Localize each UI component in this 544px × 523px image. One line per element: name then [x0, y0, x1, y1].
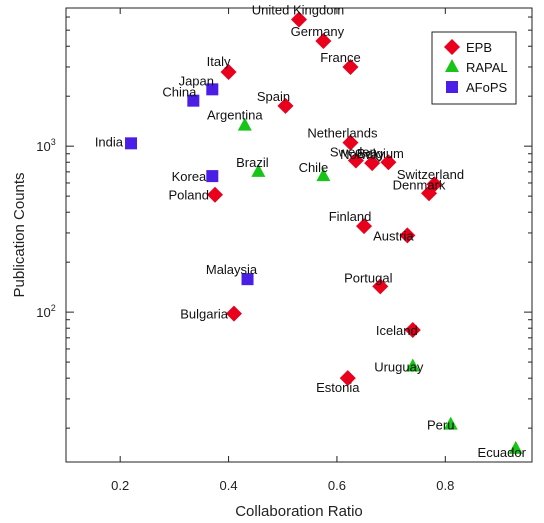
- legend-marker-rapal: [445, 59, 459, 72]
- legend-label-afops: AFoPS: [466, 80, 508, 95]
- point-spain: [277, 97, 294, 114]
- point-germany: [315, 33, 332, 50]
- x-tick-label-0: 0.2: [111, 478, 129, 493]
- legend-marker-afops: [446, 81, 458, 93]
- point-uruguay: [405, 358, 420, 372]
- label-denmark: Denmark: [393, 177, 446, 192]
- point-belgium: [380, 154, 397, 171]
- point-portugal: [372, 278, 389, 295]
- label-china: China: [162, 85, 197, 100]
- label-sweden: Sweden: [330, 144, 377, 159]
- y-axis-title: Publication Counts: [11, 172, 28, 297]
- legend: EPB RAPAL AFoPS: [431, 31, 517, 105]
- label-united-kingdom: United Kingdom: [252, 2, 345, 17]
- label-uruguay: Uruguay: [374, 360, 424, 375]
- x-tick-label-1: 0.4: [220, 478, 238, 493]
- x-axis-title: Collaboration Ratio: [235, 503, 363, 520]
- y-tick-exponent-0: 2: [51, 303, 56, 313]
- axis-ticks: 0.2 0.4 0.6 0.8 102 103: [36, 8, 532, 493]
- label-spain: Spain: [257, 89, 290, 104]
- label-poland: Poland: [169, 188, 209, 203]
- point-netherlands: [342, 134, 359, 151]
- label-portugal: Portugal: [344, 270, 393, 285]
- point-argentina: [237, 117, 252, 131]
- point-malaysia: [241, 273, 254, 286]
- legend-marker-epb: [444, 39, 460, 55]
- y-tick-exponent-1: 3: [51, 137, 56, 147]
- label-norway: Norway: [340, 147, 385, 162]
- point-finland: [356, 218, 373, 235]
- point-brazil: [251, 163, 266, 177]
- label-korea: Korea: [172, 169, 207, 184]
- label-malaysia: Malaysia: [206, 262, 258, 277]
- label-brazil: Brazil: [236, 155, 269, 170]
- point-bulgaria: [225, 305, 242, 322]
- point-korea: [206, 170, 219, 183]
- label-austria: Austria: [373, 228, 414, 243]
- data-points: [125, 11, 523, 454]
- point-austria: [399, 227, 416, 244]
- label-chile: Chile: [299, 160, 329, 175]
- x-tick-label-2: 0.6: [328, 478, 346, 493]
- point-ecuador: [508, 440, 523, 454]
- label-argentina: Argentina: [207, 108, 263, 123]
- label-belgium: Belgium: [357, 146, 404, 161]
- label-japan: Japan: [179, 73, 214, 88]
- label-ecuador: Ecuador: [478, 445, 527, 460]
- legend-label-epb: EPB: [466, 40, 492, 55]
- x-tick-label-3: 0.8: [436, 478, 454, 493]
- point-india: [125, 137, 138, 150]
- point-denmark: [421, 185, 438, 202]
- point-chile: [316, 168, 331, 182]
- label-india: India: [95, 134, 124, 149]
- label-finland: Finland: [329, 209, 372, 224]
- y-tick-label-0: 102: [36, 303, 55, 320]
- point-france: [342, 58, 359, 75]
- label-france: France: [320, 50, 360, 65]
- point-labels: United Kingdom Germany France Italy Spain Net…: [95, 2, 527, 459]
- point-iceland: [404, 322, 421, 339]
- point-china: [187, 94, 200, 107]
- label-netherlands: Netherlands: [307, 126, 378, 141]
- point-norway: [364, 155, 381, 172]
- label-germany: Germany: [291, 24, 345, 39]
- label-bulgaria: Bulgaria: [180, 307, 228, 322]
- point-peru: [443, 416, 458, 430]
- point-estonia: [339, 370, 356, 387]
- legend-label-rapal: RAPAL: [466, 60, 508, 75]
- label-estonia: Estonia: [316, 380, 360, 395]
- point-japan: [206, 83, 219, 96]
- point-poland: [207, 186, 224, 203]
- plot-frame: [65, 7, 533, 463]
- label-iceland: Iceland: [376, 323, 418, 338]
- label-italy: Italy: [207, 54, 231, 69]
- y-tick-label-1: 103: [36, 137, 55, 154]
- point-italy: [220, 63, 237, 80]
- point-united-kingdom: [291, 11, 307, 28]
- label-switzerland: Switzerland: [397, 167, 464, 182]
- point-sweden: [347, 152, 364, 169]
- label-peru: Peru: [427, 418, 454, 433]
